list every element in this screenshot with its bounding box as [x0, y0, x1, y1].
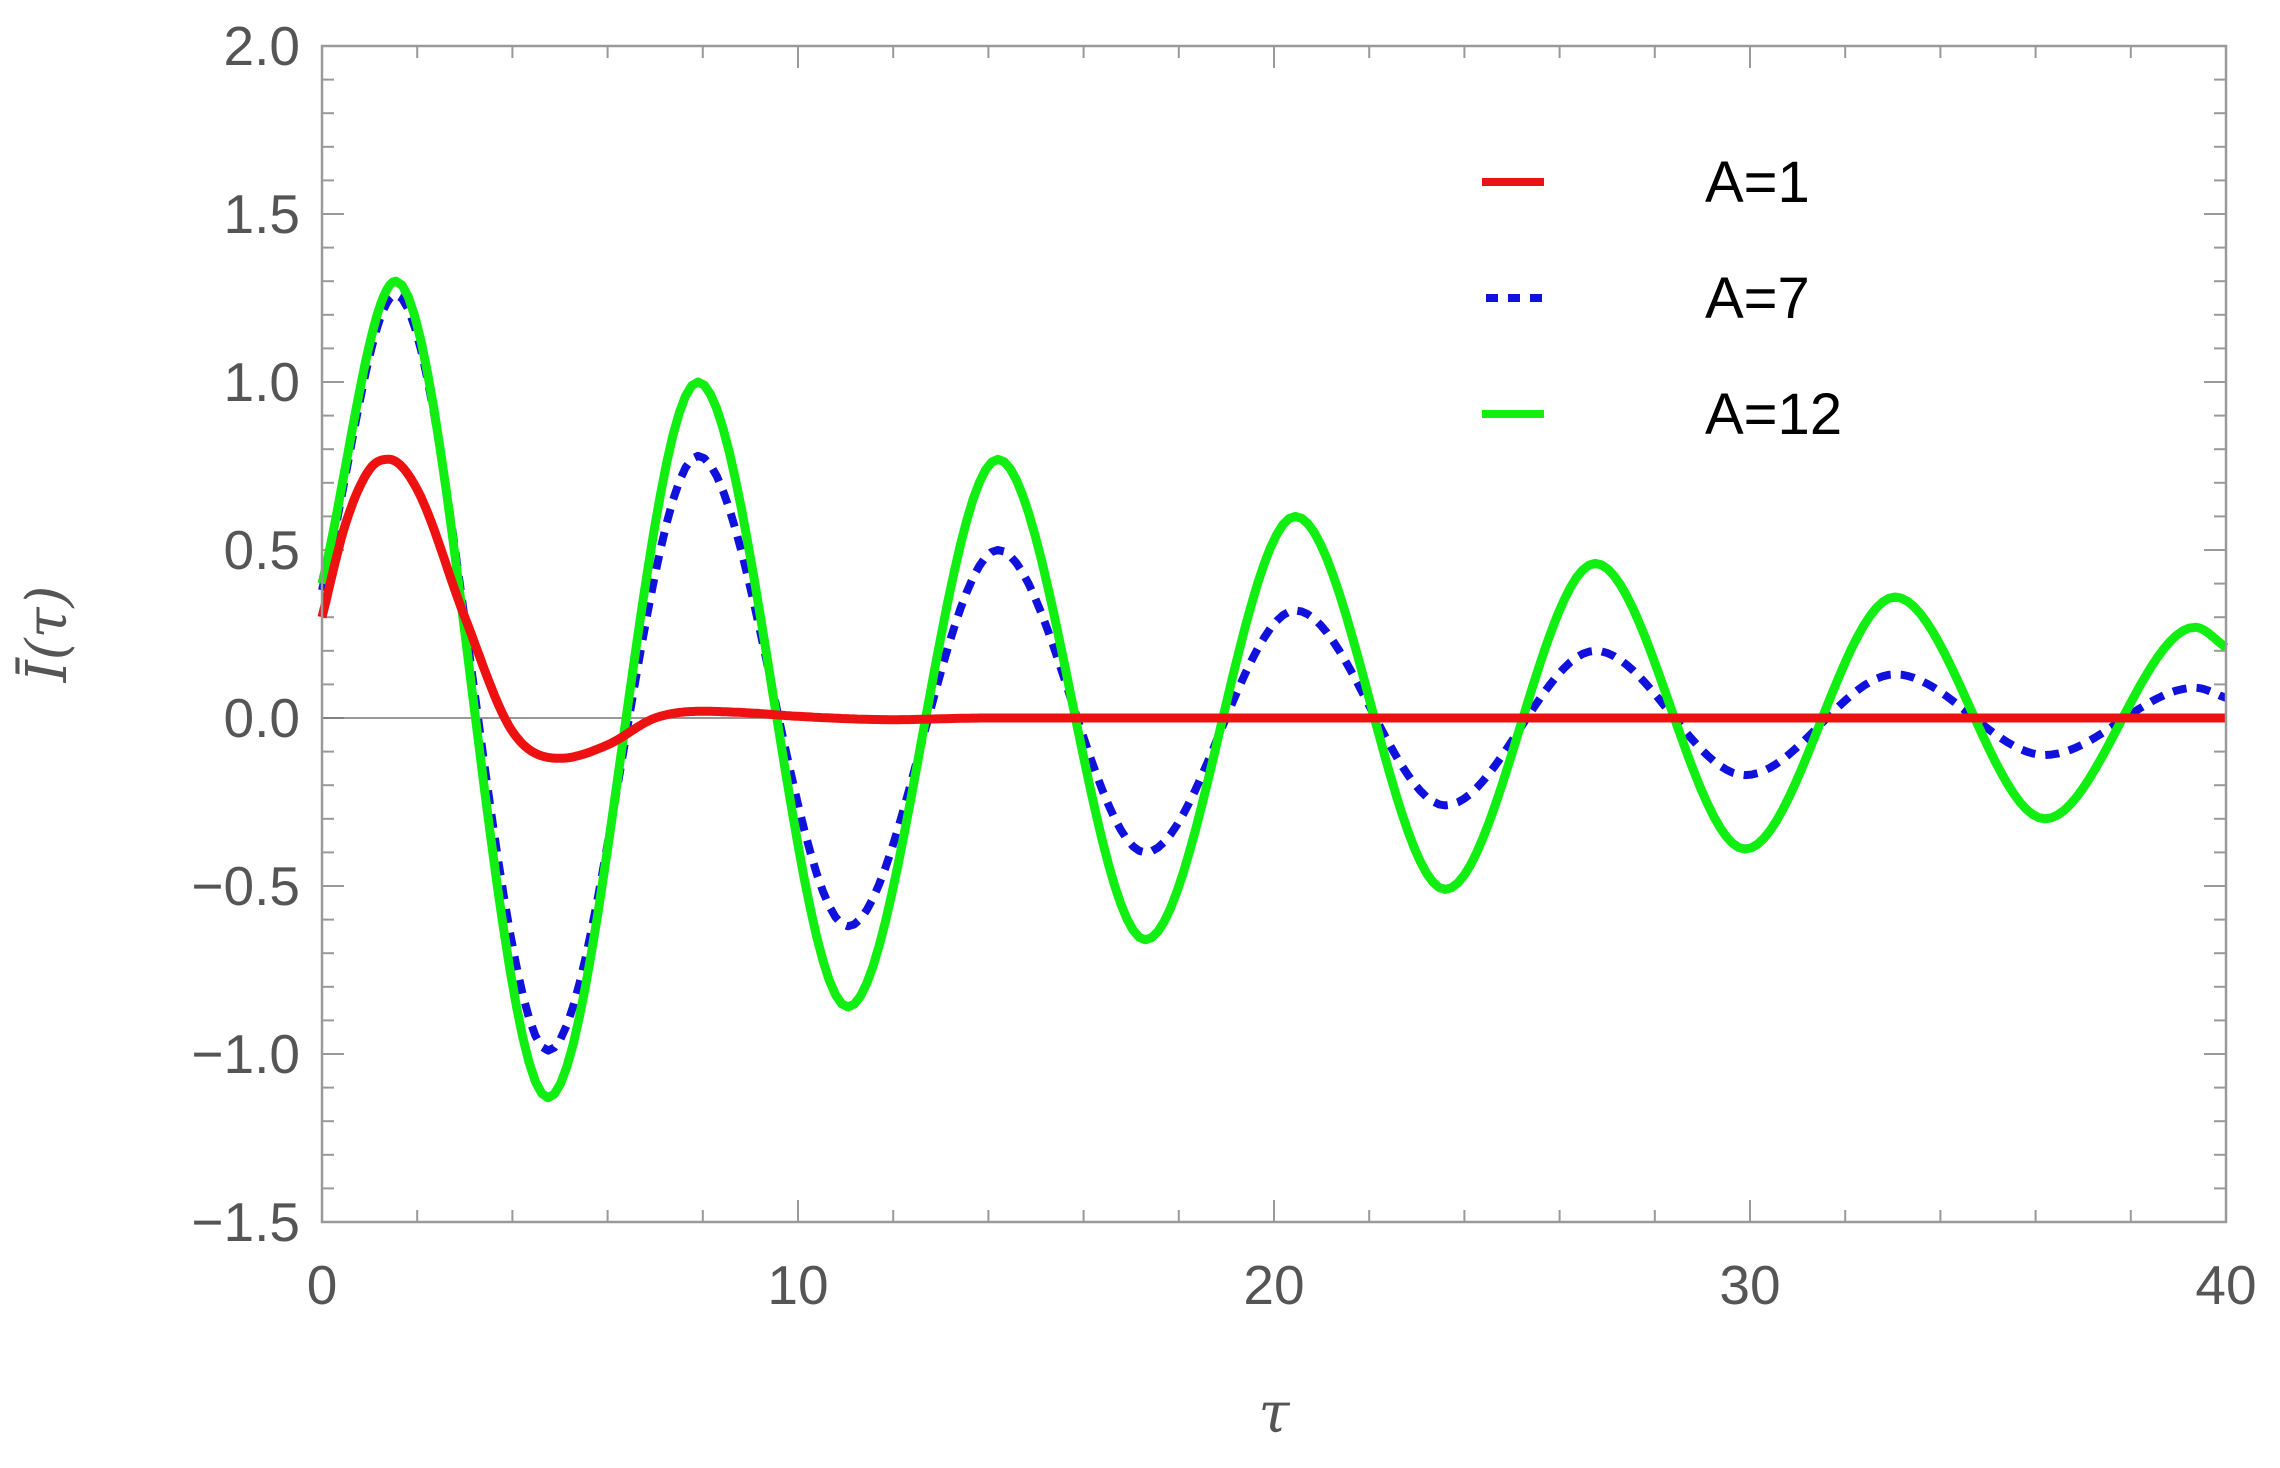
y-tick-label: 0.5 — [224, 519, 300, 581]
legend-label: A=7 — [1705, 266, 1810, 331]
series-layer — [317, 276, 2230, 1103]
x-tick-label: 40 — [2195, 1254, 2256, 1316]
y-tick-label: 1.0 — [224, 351, 300, 413]
x-axis-label: τ — [1259, 1381, 1291, 1446]
y-tick-label: −0.5 — [191, 855, 300, 917]
axis-ticks — [321, 45, 2227, 1223]
series-line-a-12 — [317, 276, 2230, 1103]
y-tick-label: 1.5 — [224, 183, 300, 245]
y-tick-label: −1.0 — [191, 1023, 300, 1085]
y-tick-label: 2.0 — [224, 15, 300, 77]
tick-labels: 0 10 20 30 40 −1.5 −1.0 −0.5 0.0 0.5 1.0 1.5 2.0 — [191, 15, 2256, 1316]
series-line-a-7 — [318, 290, 2229, 1055]
legend: A=1 A=7 A=12 — [1482, 150, 1842, 447]
plot-frame — [320, 44, 2228, 1224]
x-tick-label: 20 — [1243, 1254, 1304, 1316]
series-line-a-1 — [317, 454, 2226, 763]
legend-label: A=1 — [1705, 150, 1810, 215]
x-tick-label: 0 — [307, 1254, 338, 1316]
y-tick-label: −1.5 — [191, 1191, 300, 1253]
y-tick-label: 0.0 — [224, 687, 300, 749]
legend-label: A=12 — [1705, 382, 1842, 447]
y-axis-label: Ī(τ) — [15, 586, 80, 684]
x-tick-label: 10 — [767, 1254, 828, 1316]
x-tick-label: 30 — [1719, 1254, 1780, 1316]
